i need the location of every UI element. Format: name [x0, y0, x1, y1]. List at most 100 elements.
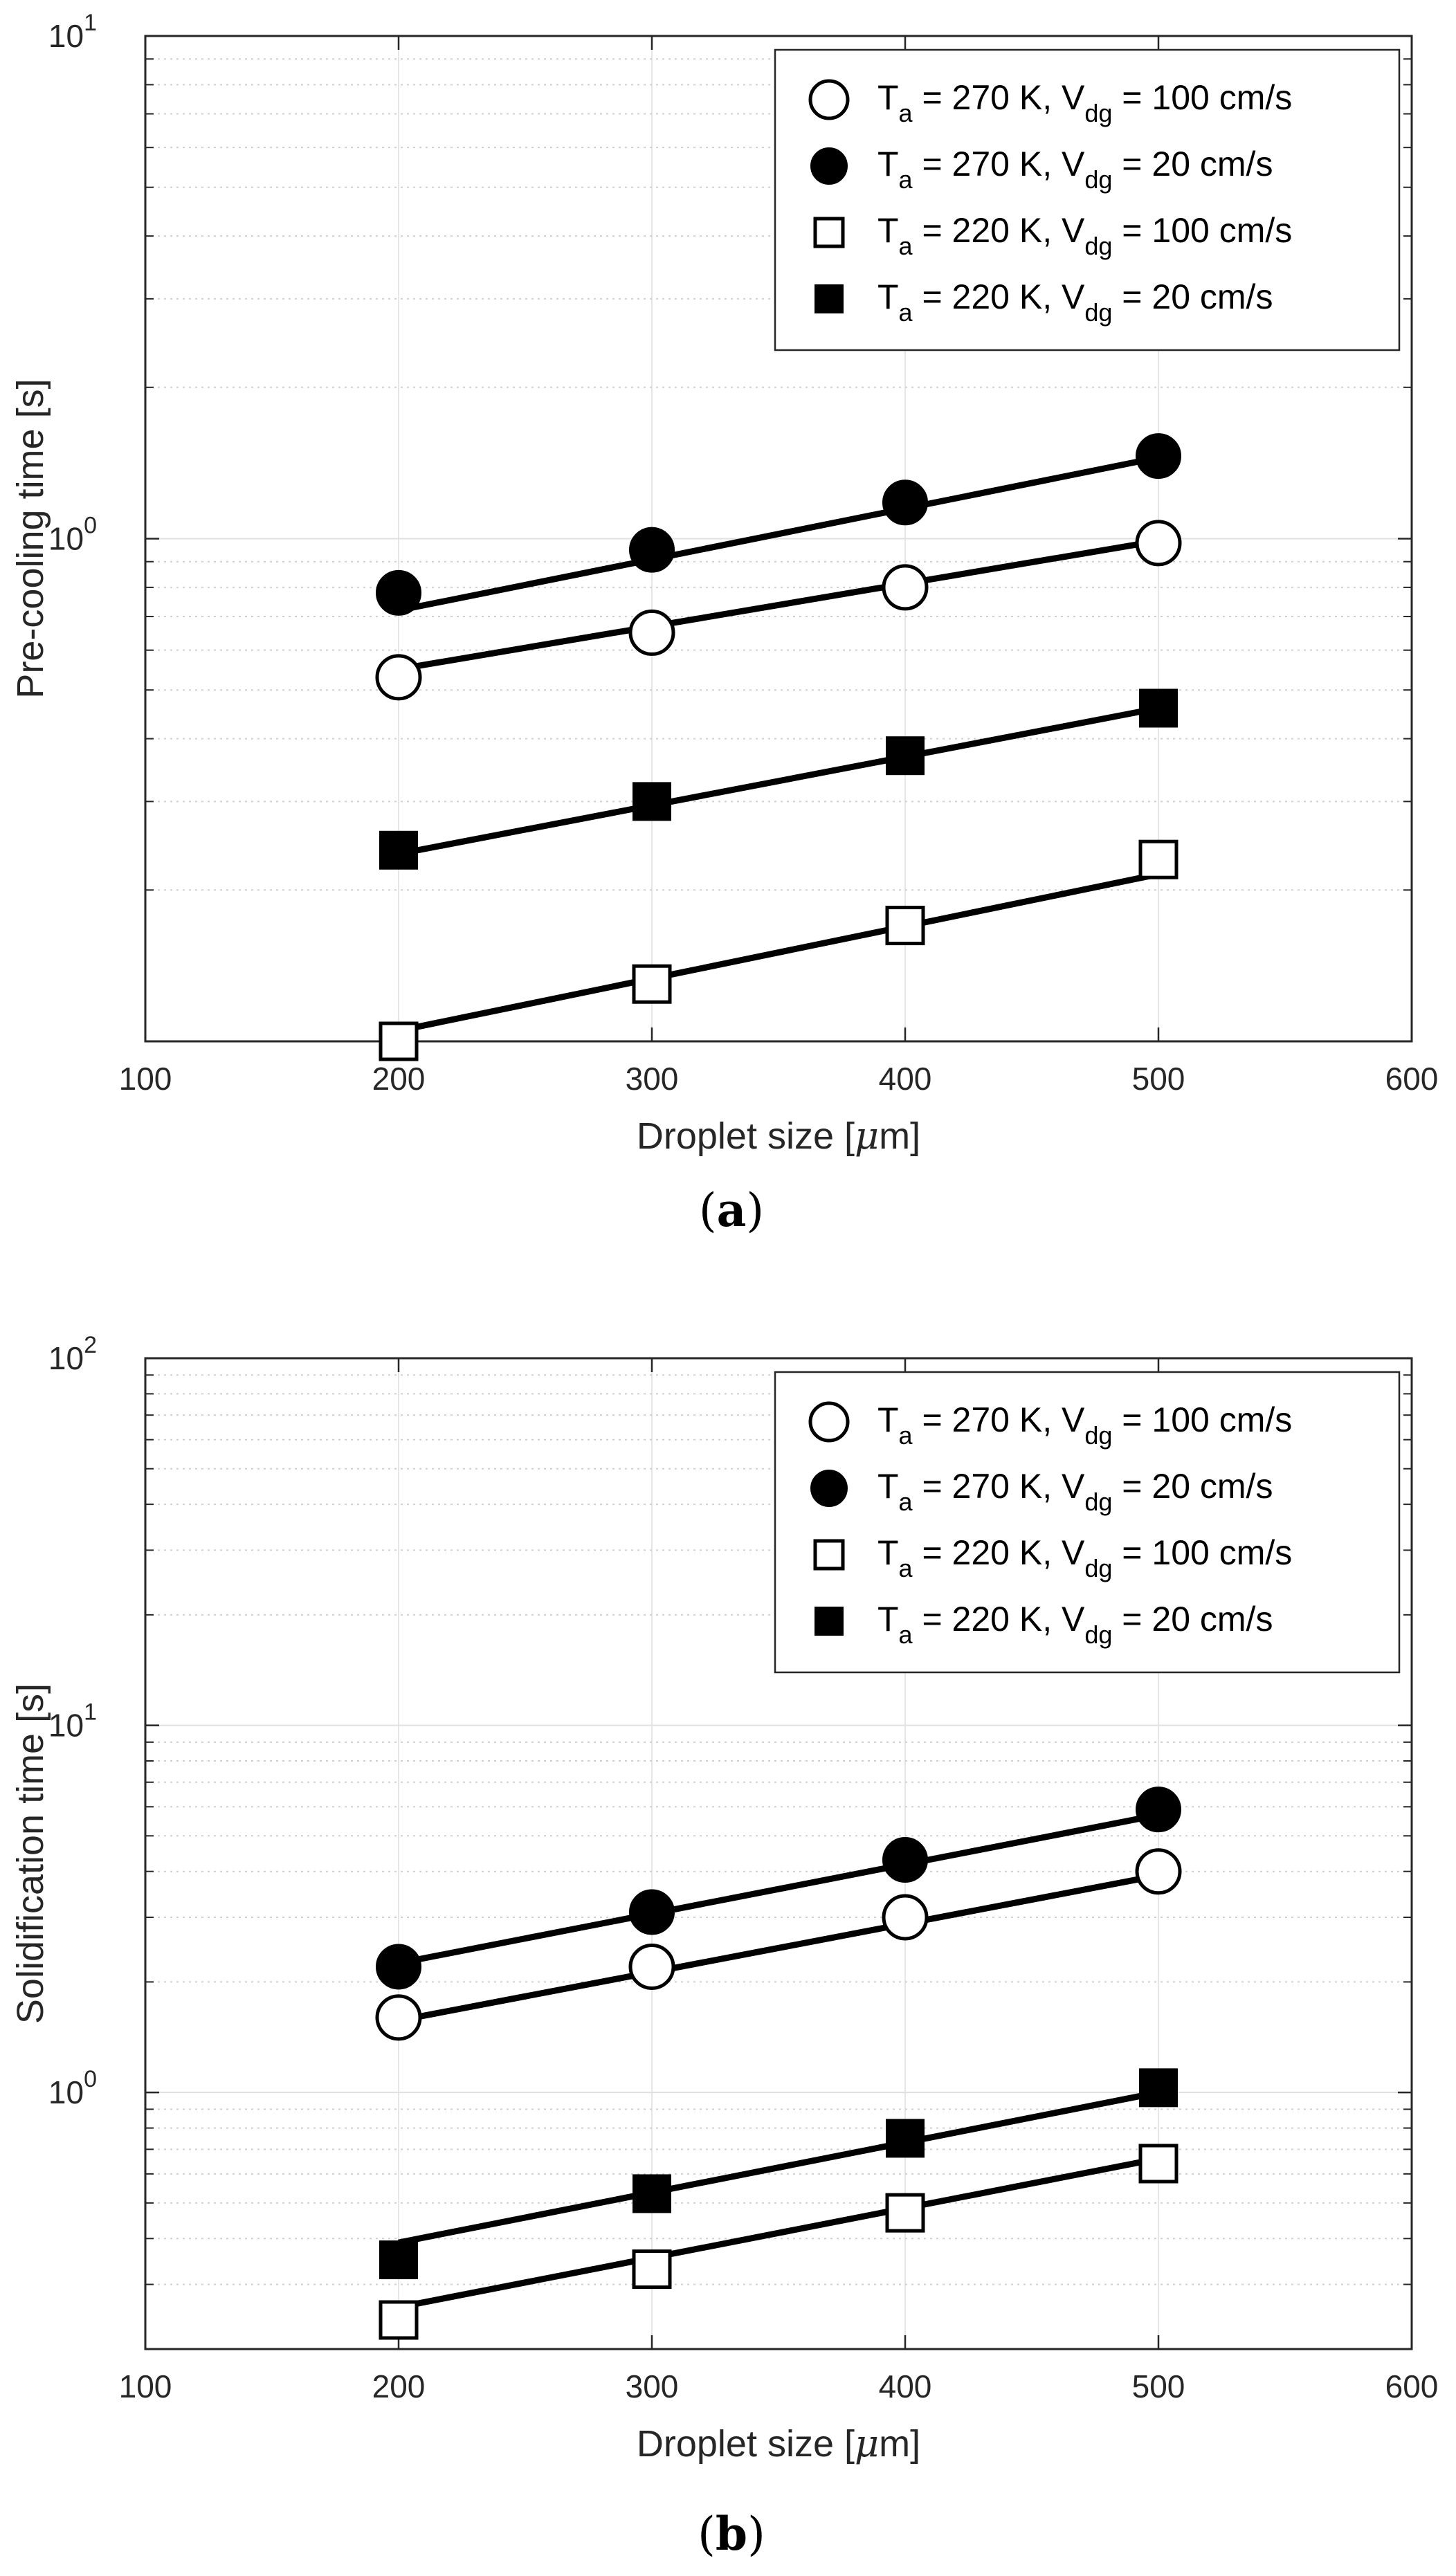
legend-text: = 100 cm/s	[1112, 1400, 1292, 1439]
data-point-series-3	[632, 2249, 672, 2290]
y-tick-label: 100	[48, 2066, 97, 2110]
data-point-series-2	[629, 527, 675, 573]
legend-text: = 100 cm/s	[1112, 1533, 1292, 1572]
panel-caption: (b)	[698, 2507, 765, 2561]
x-tick-label: 400	[879, 1061, 932, 1097]
legend-subscript: dg	[1084, 1488, 1112, 1516]
data-point-series-2	[882, 479, 928, 526]
y-tick-exponent: 0	[84, 513, 97, 539]
data-point-series-2	[376, 569, 421, 616]
legend: Ta = 270 K, Vdg = 100 cm/sTa = 270 K, Vd…	[774, 1371, 1401, 1674]
data-point-series-4	[886, 2119, 925, 2158]
legend-label-3: Ta = 220 K, Vdg = 100 cm/s	[877, 1533, 1292, 1582]
y-tick-exponent: 1	[84, 1699, 97, 1726]
data-point-series-2	[629, 1889, 675, 1935]
legend-text: = 100 cm/s	[1112, 78, 1292, 117]
legend-text: T	[877, 1600, 899, 1638]
data-point-series-4	[633, 2174, 671, 2213]
legend-subscript: a	[899, 232, 913, 260]
legend-text: = 270 K, V	[913, 1400, 1085, 1439]
data-point-series-3	[632, 964, 672, 1004]
legend-subscript: dg	[1084, 1554, 1112, 1582]
caption-paren: (	[699, 1184, 717, 1237]
data-point-series-3	[379, 2300, 419, 2340]
legend-box	[774, 48, 1401, 351]
caption-letter: b	[716, 2507, 747, 2561]
legend-text: = 220 K, V	[913, 211, 1085, 250]
legend-text: = 270 K, V	[913, 78, 1085, 117]
y-tick-base: 10	[48, 521, 84, 557]
legend-subscript: a	[899, 165, 913, 194]
x-tick-label: 100	[119, 2368, 172, 2404]
x-tick-label: 400	[879, 2368, 932, 2404]
fit-line-series-3	[398, 871, 1159, 1034]
legend-text: = 100 cm/s	[1112, 211, 1292, 250]
data-point-series-1	[375, 1994, 422, 2041]
legend-text: T	[877, 145, 899, 183]
data-point-series-4	[1139, 2068, 1178, 2108]
legend-subscript: dg	[1084, 1421, 1112, 1450]
x-tick-label: 600	[1385, 2368, 1439, 2404]
y-tick-label: 101	[48, 1699, 97, 1744]
x-tick-label: 300	[626, 1061, 679, 1097]
legend-text: T	[877, 277, 899, 316]
legend-text: T	[877, 78, 899, 117]
legend-subscript: a	[899, 1488, 913, 1516]
fit-line-series-3	[398, 2155, 1159, 2310]
data-point-series-1	[882, 564, 929, 611]
legend-text: T	[877, 1467, 899, 1506]
legend-text: = 20 cm/s	[1112, 277, 1273, 316]
data-point-series-4	[1139, 688, 1178, 728]
legend-text: T	[877, 211, 899, 250]
x-tick-label: 200	[372, 1061, 426, 1097]
legend-subscript: a	[899, 1620, 913, 1649]
data-point-series-4	[633, 782, 671, 821]
legend-text: = 20 cm/s	[1112, 1467, 1273, 1506]
fit-line-series-2	[398, 1811, 1159, 1966]
data-point-series-4	[886, 736, 925, 776]
y-tick-exponent: 0	[84, 2066, 97, 2092]
legend: Ta = 270 K, Vdg = 100 cm/sTa = 270 K, Vd…	[774, 48, 1401, 351]
fit-line-series-4	[398, 2089, 1159, 2246]
legend-box	[774, 1371, 1401, 1674]
legend-marker-1	[808, 79, 850, 120]
fit-line-series-1	[398, 538, 1159, 673]
panel-caption: (a)	[699, 1183, 764, 1237]
legend-marker-2	[810, 1470, 848, 1507]
data-point-series-3	[1138, 839, 1179, 879]
x-axis-label-unit: m]	[879, 1115, 920, 1157]
data-point-series-3	[885, 2193, 925, 2233]
legend-text: = 270 K, V	[913, 145, 1085, 183]
legend-marker-4	[815, 284, 844, 313]
legend-marker-4	[815, 1607, 844, 1636]
data-point-series-2	[1136, 433, 1181, 479]
fit-line-series-2	[398, 454, 1159, 614]
legend-label-2: Ta = 270 K, Vdg = 20 cm/s	[877, 1467, 1273, 1516]
data-point-series-4	[379, 2240, 418, 2280]
x-tick-label: 500	[1132, 1061, 1185, 1097]
y-tick-label: 102	[48, 1332, 97, 1376]
x-axis-label-mu: μ	[855, 1114, 879, 1158]
data-point-series-1	[628, 1943, 675, 1990]
legend-subscript: a	[899, 99, 913, 127]
legend-text: T	[877, 1533, 899, 1572]
x-axis-label-text: Droplet size [	[637, 2423, 855, 2465]
y-tick-base: 10	[48, 1708, 84, 1744]
y-tick-base: 10	[48, 18, 84, 54]
y-tick-base: 10	[48, 2074, 84, 2110]
caption-letter: a	[717, 1183, 747, 1237]
legend-subscript: dg	[1084, 165, 1112, 194]
x-tick-label: 300	[626, 2368, 679, 2404]
legend-marker-3	[813, 1539, 845, 1571]
legend-label-4: Ta = 220 K, Vdg = 20 cm/s	[877, 1600, 1273, 1649]
data-point-series-1	[1135, 520, 1182, 567]
data-point-series-2	[882, 1837, 928, 1883]
x-axis-label: Droplet size [μm]	[637, 1114, 920, 1158]
legend-subscript: dg	[1084, 298, 1112, 327]
data-point-series-1	[375, 654, 422, 701]
legend-subscript: dg	[1084, 99, 1112, 127]
x-tick-label: 100	[119, 1061, 172, 1097]
x-axis-label-mu: μ	[855, 2422, 879, 2465]
